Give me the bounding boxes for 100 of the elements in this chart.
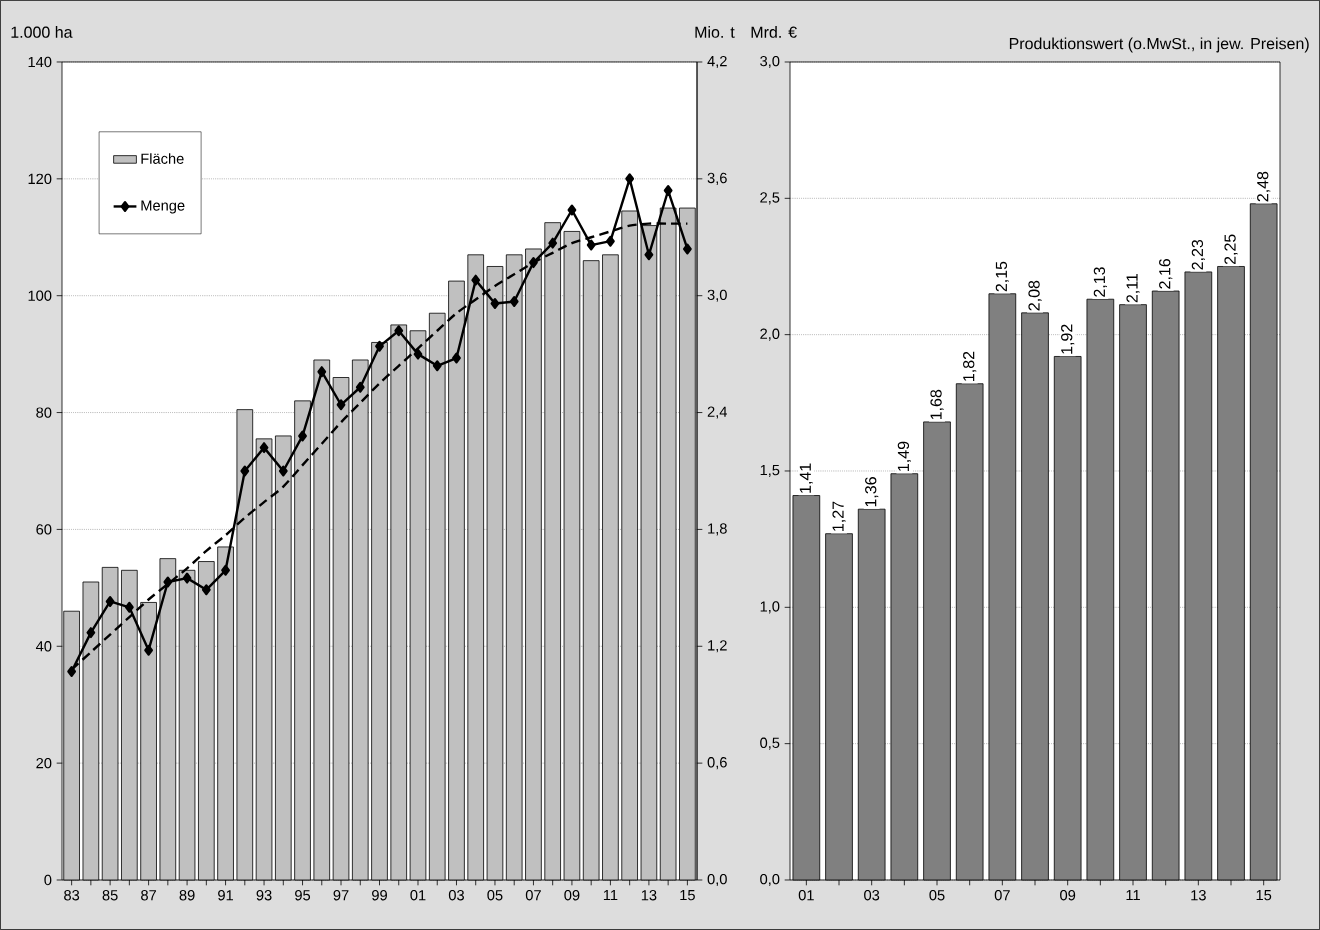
data-label: 1,27	[832, 501, 846, 531]
point	[336, 399, 346, 411]
data-label: 2,13	[1093, 267, 1107, 297]
chart-title: Produktionswert (o.MwSt., in jew. Preisen)	[1009, 37, 1309, 53]
y-tick-label: 2,0	[760, 328, 780, 341]
point	[413, 348, 423, 360]
point	[663, 185, 673, 196]
point	[471, 274, 481, 286]
x-tick-label: 91	[218, 890, 234, 901]
point	[452, 352, 461, 364]
x-tick-label: 83	[64, 890, 80, 901]
data-label: 1,49	[897, 441, 911, 471]
point	[144, 644, 153, 656]
y-tick-label: 2,5	[760, 192, 780, 205]
x-tick-label: 85	[102, 890, 118, 901]
point	[509, 296, 519, 308]
data-label: 1,92	[1061, 324, 1075, 354]
point	[221, 564, 230, 576]
y-tick-label: 20	[36, 757, 52, 769]
y2-tick-label: 3,0	[707, 289, 727, 302]
point	[298, 430, 307, 442]
x-tick-label: 07	[525, 890, 541, 901]
point	[375, 340, 384, 352]
y2-tick-label: 4,2	[707, 55, 727, 69]
y-tick-label: 1,5	[760, 465, 780, 477]
point	[182, 572, 192, 584]
y2-tick-label: 3,6	[707, 172, 727, 185]
point	[490, 298, 500, 309]
y-tick-label: 1,0	[760, 601, 780, 614]
x-tick-label: 95	[295, 890, 311, 901]
point	[644, 249, 654, 261]
point	[432, 360, 442, 372]
x-tick-label: 01	[798, 890, 814, 901]
x-tick-label: 07	[994, 890, 1010, 901]
x-tick-label: 15	[680, 890, 695, 901]
y-tick-label: 100	[28, 290, 52, 301]
y-tick-label: 0,5	[760, 737, 780, 750]
point	[67, 666, 77, 678]
x-tick-label: 13	[1191, 890, 1206, 901]
data-label: 2,25	[1224, 234, 1238, 265]
data-label: 1,82	[963, 351, 977, 381]
y2-tick-label: 1,8	[708, 523, 727, 536]
x-tick-label: 11	[1126, 890, 1140, 901]
data-label: 2,08	[1028, 280, 1042, 311]
x-tick-label: 11	[603, 890, 618, 901]
point	[586, 239, 596, 251]
y-tick-label: 0	[44, 874, 52, 886]
x-tick-label: 05	[929, 890, 945, 901]
x-tick-label: 03	[864, 890, 880, 901]
y-tick-label: 80	[36, 407, 52, 418]
y2-tick-label: 2,4	[707, 406, 727, 419]
x-tick-label: 97	[333, 890, 349, 901]
data-label: 2,11	[1126, 273, 1140, 303]
y-tick-label: 60	[36, 524, 52, 535]
point	[278, 465, 288, 477]
legend-label: Menge	[141, 200, 185, 214]
data-label: 2,15	[995, 261, 1009, 292]
data-label: 1,68	[930, 389, 944, 420]
y-tick-label: 40	[35, 641, 52, 652]
point	[548, 237, 558, 249]
x-tick-label: 01	[410, 890, 426, 901]
x-tick-label: 87	[141, 890, 157, 901]
y2-axis-title: Mio. t	[695, 26, 735, 38]
x-tick-label: 13	[641, 890, 657, 901]
data-label: 2,48	[1257, 171, 1271, 202]
y2-tick-label: 0,6	[707, 757, 727, 770]
y-axis-title: Mrd. €	[751, 26, 797, 38]
point	[163, 576, 173, 588]
legend-label: Fläche	[141, 153, 184, 164]
point	[240, 465, 250, 477]
y2-tick-label: 0,0	[707, 873, 727, 887]
x-tick-label: 99	[372, 890, 387, 901]
data-label: 1,41	[799, 463, 813, 493]
point	[259, 442, 269, 454]
point	[201, 584, 211, 596]
x-tick-label: 89	[179, 890, 195, 901]
point	[317, 366, 327, 378]
point	[86, 627, 96, 639]
x-tick-label: 09	[564, 890, 580, 901]
point	[355, 381, 365, 393]
point	[625, 173, 635, 185]
point	[682, 243, 692, 255]
point	[606, 235, 615, 247]
y-axis-title: 1.000 ha	[11, 26, 73, 38]
x-tick-label: 05	[487, 890, 503, 901]
y2-tick-label: 1,2	[708, 640, 727, 653]
y-tick-label: 140	[28, 56, 52, 68]
point	[394, 325, 404, 337]
x-tick-label: 03	[448, 890, 464, 901]
x-tick-label: 09	[1060, 890, 1076, 901]
point	[124, 601, 134, 613]
x-tick-label: 15	[1256, 890, 1272, 901]
x-tick-label: 93	[256, 890, 272, 901]
y-tick-label: 3,0	[760, 55, 780, 69]
y-tick-label: 0,0	[760, 873, 780, 887]
y-tick-label: 120	[28, 173, 52, 185]
data-label: 1,36	[865, 477, 879, 507]
point	[529, 257, 538, 269]
point	[567, 204, 577, 216]
data-label: 2,23	[1191, 239, 1205, 270]
